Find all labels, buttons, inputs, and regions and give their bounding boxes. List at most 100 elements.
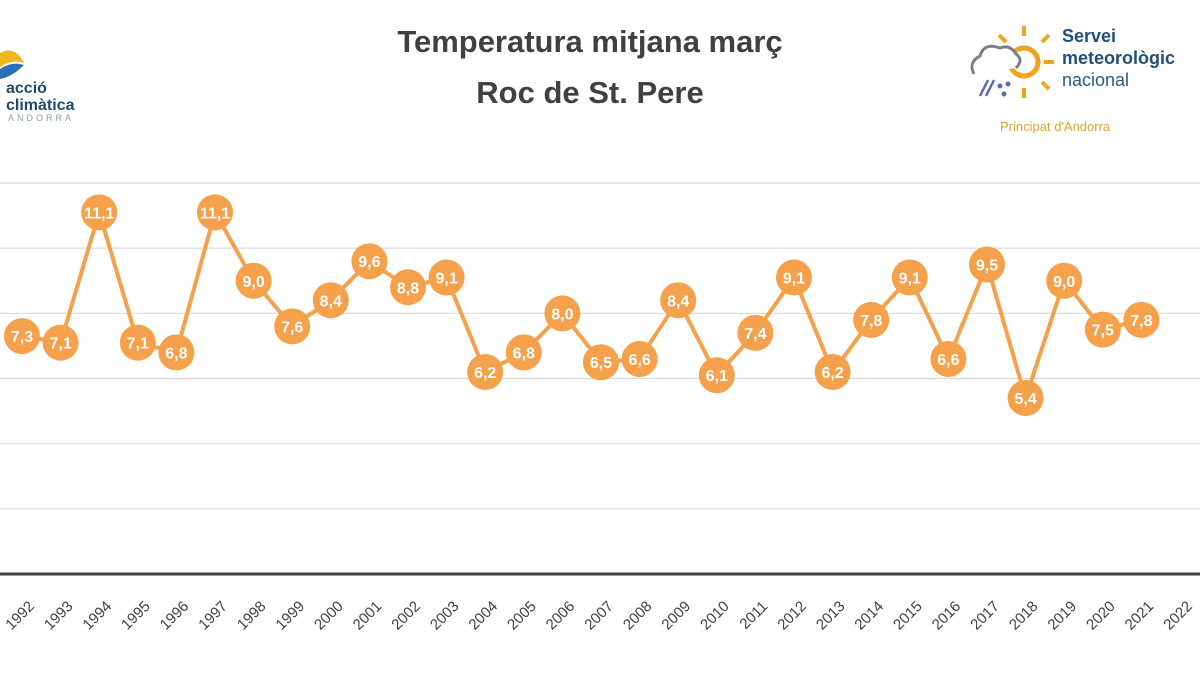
x-tick-label: 1995 bbox=[118, 598, 154, 634]
x-tick-label: 2020 bbox=[1083, 598, 1119, 634]
x-tick-label: 2011 bbox=[736, 598, 771, 633]
x-tick-label: 1999 bbox=[272, 598, 308, 634]
x-tick-label: 2007 bbox=[581, 598, 617, 634]
logo-left-line1: acció bbox=[6, 80, 47, 97]
x-tick-label: 2002 bbox=[388, 598, 424, 634]
x-tick-label: 2003 bbox=[427, 598, 463, 634]
x-tick-label: 2006 bbox=[543, 598, 579, 634]
data-point bbox=[737, 314, 774, 351]
x-tick-label: 2022 bbox=[1160, 598, 1196, 634]
data-label: 8,0 bbox=[551, 306, 573, 323]
logo-left-line2: climàtica bbox=[6, 97, 75, 114]
x-tick-label: 2012 bbox=[774, 598, 810, 634]
data-point bbox=[853, 301, 890, 338]
data-point bbox=[119, 324, 156, 361]
data-point bbox=[158, 334, 195, 371]
logo-right-line4: Principat d'Andorra bbox=[1000, 119, 1111, 134]
data-point bbox=[42, 324, 79, 361]
data-point bbox=[390, 269, 426, 306]
x-tick-label: 2000 bbox=[311, 598, 347, 634]
data-label: 6,8 bbox=[513, 345, 535, 362]
data-label: 6,6 bbox=[628, 352, 650, 369]
data-point bbox=[621, 340, 658, 377]
data-label: 9,0 bbox=[1053, 274, 1075, 291]
data-label: 9,1 bbox=[783, 270, 805, 287]
data-point bbox=[351, 243, 388, 280]
data-label: 7,3 bbox=[11, 329, 33, 346]
x-tick-label: 2010 bbox=[697, 598, 733, 634]
x-tick-label: 2004 bbox=[465, 598, 501, 634]
logo-right-line3: nacional bbox=[1062, 70, 1130, 90]
x-tick-label: 1992 bbox=[2, 598, 38, 634]
data-label: 7,4 bbox=[744, 326, 766, 343]
x-tick-label: 2016 bbox=[929, 598, 965, 634]
series-line bbox=[21, 210, 1142, 401]
x-tick-label: 2005 bbox=[504, 598, 540, 634]
data-point bbox=[814, 353, 851, 390]
data-label: 7,6 bbox=[281, 319, 303, 336]
data-point bbox=[428, 259, 465, 296]
data-label: 11,1 bbox=[84, 205, 114, 222]
data-label: 9,0 bbox=[242, 274, 264, 291]
data-label: 11,1 bbox=[200, 205, 230, 222]
data-point bbox=[81, 194, 118, 231]
logo-swoosh-icon bbox=[0, 50, 24, 79]
data-point bbox=[1084, 311, 1121, 348]
x-tick-label: 1993 bbox=[41, 598, 77, 634]
data-point bbox=[544, 295, 581, 332]
data-label: 6,1 bbox=[706, 368, 728, 385]
x-tick-label: 2008 bbox=[620, 598, 656, 634]
data-point bbox=[660, 282, 697, 319]
data-label: 8,4 bbox=[667, 293, 689, 310]
data-point bbox=[698, 357, 735, 394]
data-label: 6,2 bbox=[821, 365, 843, 382]
data-point bbox=[1007, 380, 1044, 417]
data-label: 7,1 bbox=[49, 336, 71, 353]
x-tick-label: 2001 bbox=[350, 598, 386, 634]
x-tick-label: 2015 bbox=[890, 598, 926, 634]
data-label: 6,5 bbox=[590, 355, 612, 372]
data-label: 7,5 bbox=[1092, 323, 1114, 340]
x-tick-label: 1997 bbox=[195, 598, 231, 634]
chart-title-line1: Temperatura mitjana març bbox=[397, 24, 783, 59]
x-tick-label: 2014 bbox=[851, 598, 887, 634]
data-point bbox=[891, 259, 928, 296]
data-label: 6,8 bbox=[165, 345, 187, 362]
data-label: 6,2 bbox=[474, 365, 496, 382]
x-tick-label: 2019 bbox=[1044, 598, 1080, 634]
x-tick-label: 1998 bbox=[234, 598, 270, 634]
sun-cloud-rain-icon bbox=[970, 26, 1054, 98]
data-label: 5,4 bbox=[1014, 391, 1036, 408]
x-tick-label: 2018 bbox=[1006, 598, 1042, 634]
x-tick-label: 2021 bbox=[1122, 598, 1158, 634]
data-point bbox=[312, 282, 349, 319]
data-label: 7,8 bbox=[860, 313, 882, 330]
data-point bbox=[969, 246, 1005, 283]
data-point bbox=[197, 194, 233, 231]
data-point bbox=[776, 259, 812, 296]
data-point bbox=[505, 334, 542, 371]
data-label: 9,5 bbox=[976, 257, 998, 274]
data-point bbox=[583, 344, 619, 381]
data-label: 9,1 bbox=[899, 270, 921, 287]
logo-right-line1: Servei bbox=[1062, 26, 1117, 46]
data-point bbox=[1123, 301, 1160, 338]
data-label: 9,1 bbox=[435, 270, 457, 287]
x-tick-label: 1994 bbox=[79, 598, 115, 634]
x-tick-label: 2009 bbox=[658, 598, 694, 634]
logo-right-line2: meteorològic bbox=[1062, 48, 1176, 68]
data-label: 6,6 bbox=[937, 352, 959, 369]
data-point bbox=[467, 353, 504, 390]
data-label: 7,8 bbox=[1130, 313, 1152, 330]
data-label: 7,1 bbox=[127, 336, 149, 353]
data-point bbox=[930, 340, 967, 377]
data-label: 9,6 bbox=[358, 254, 380, 271]
logo-left-line3: ANDORRA bbox=[8, 113, 75, 123]
chart-title-line2: Roc de St. Pere bbox=[476, 75, 704, 110]
data-point bbox=[274, 308, 311, 345]
x-tick-label: 2013 bbox=[813, 598, 849, 634]
data-label: 8,8 bbox=[397, 280, 419, 297]
x-tick-label: 2017 bbox=[967, 598, 1003, 634]
data-point bbox=[4, 318, 40, 355]
